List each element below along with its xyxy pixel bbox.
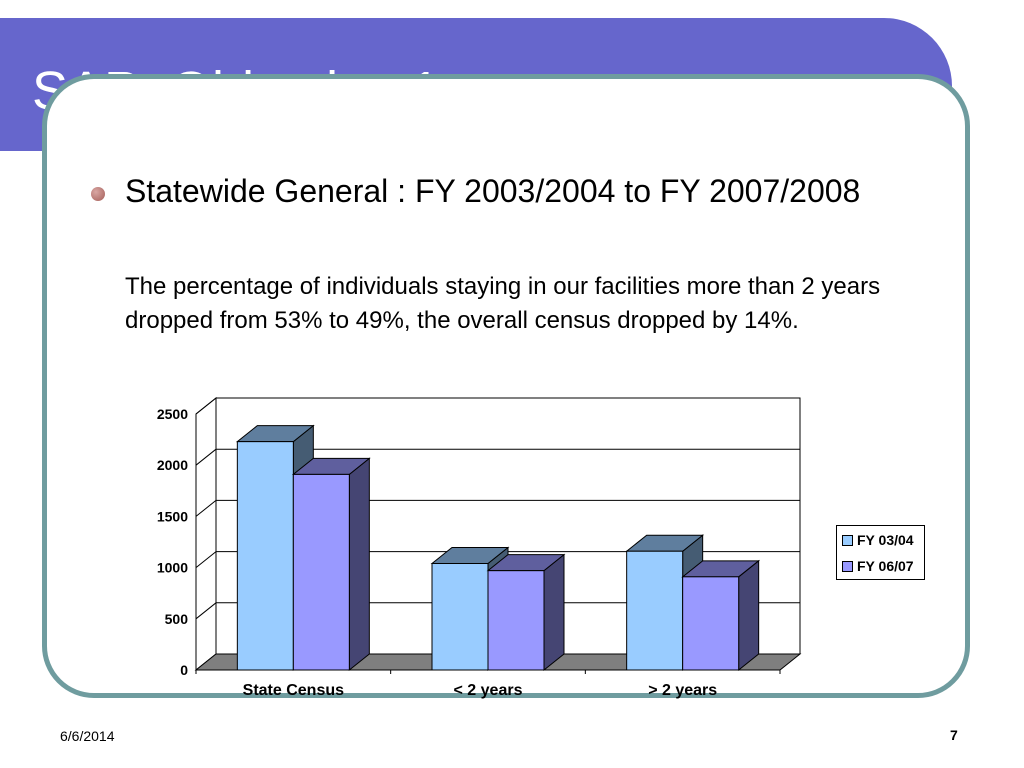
x-tick-label: > 2 years xyxy=(648,682,717,699)
gridline-side xyxy=(195,500,217,517)
y-tick-label: 2500 xyxy=(157,406,188,422)
legend-item-fy-03-04: FY 03/04 xyxy=(842,531,914,549)
y-tick-label: 2000 xyxy=(157,457,188,473)
footer-date: 6/6/2014 xyxy=(60,728,115,744)
bar-side xyxy=(738,559,760,672)
y-tick-label: 0 xyxy=(180,662,188,678)
page-number: 7 xyxy=(950,727,958,743)
gridline-side xyxy=(195,551,217,568)
legend-label: FY 03/04 xyxy=(857,532,914,548)
bar xyxy=(236,441,294,671)
y-tick-label: 1000 xyxy=(157,560,188,576)
legend-label: FY 06/07 xyxy=(857,558,914,574)
gridline-side xyxy=(195,397,217,415)
legend-swatch-fy-03-04 xyxy=(842,534,853,546)
bullet-icon xyxy=(91,187,105,201)
gridline-side xyxy=(195,602,217,620)
gridline-side xyxy=(195,448,217,466)
bar-side xyxy=(543,553,565,672)
bar xyxy=(682,576,740,671)
bar xyxy=(626,550,684,671)
legend-item-fy-06-07: FY 06/07 xyxy=(842,557,914,575)
y-tick-label: 1500 xyxy=(157,508,188,524)
bar-side xyxy=(348,457,370,672)
bullet-heading: Statewide General : FY 2003/2004 to FY 2… xyxy=(125,173,861,209)
x-tick-label: < 2 years xyxy=(454,682,523,699)
chart-legend: FY 03/04 FY 06/07 xyxy=(836,525,925,580)
x-tick-label: State Census xyxy=(243,682,344,699)
bar xyxy=(292,473,350,671)
legend-swatch-fy-06-07 xyxy=(842,560,853,572)
y-tick-label: 500 xyxy=(165,611,189,627)
bar xyxy=(487,570,545,671)
bullet-subtext: The percentage of individuals staying in… xyxy=(125,273,881,334)
plot-side-wall xyxy=(195,396,217,672)
bar-chart: 0 500 1000 1500 2000 2500 State Census < 2 year… xyxy=(157,396,802,699)
bar xyxy=(431,563,489,671)
